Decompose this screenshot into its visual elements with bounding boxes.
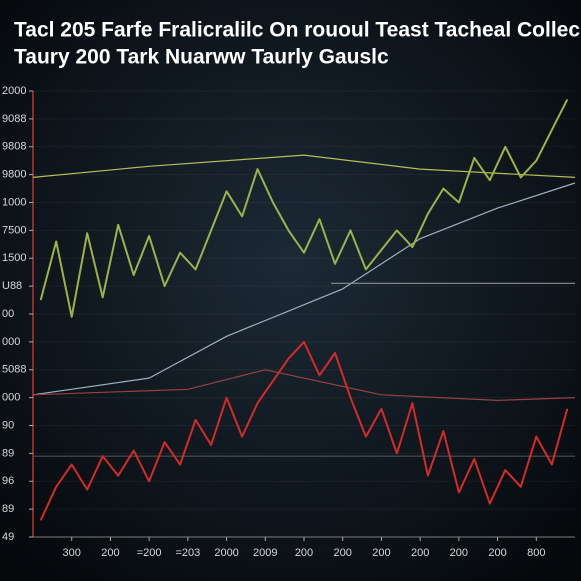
x-tick-label: 2000 [214,547,238,559]
y-tick-label: 1000 [2,196,26,208]
x-tick-label: 800 [527,547,545,559]
x-tick-label: 200 [411,547,429,559]
y-tick-label: 1500 [2,252,26,264]
x-tick-label: 200 [101,547,119,559]
y-tick-label: 9088 [2,113,26,125]
y-tick-label: 000 [2,336,20,348]
y-tick-label: 9808 [2,141,26,153]
y-tick-label: 49 [2,531,14,543]
y-tick-label: 000 [2,392,20,404]
x-tick-label: 200 [295,547,313,559]
x-tick-label: =200 [137,547,162,559]
series-line [39,340,569,521]
x-tick-label: 2009 [253,547,277,559]
x-tick-label: 200 [450,547,468,559]
y-tick-label: 00 [2,308,14,320]
y-tick-label: 9800 [2,169,26,181]
series-line [39,98,569,318]
series-line [32,182,576,396]
y-tick-label: 5088 [2,364,26,376]
chart-title: Tacl 205 Farfe Fralicralilc On rououl Te… [14,19,581,42]
series-line [32,154,576,178]
y-tick-label: 96 [2,475,14,487]
x-tick-label: 300 [63,547,81,559]
chart-subtitle: Taury 200 Tark Nuarww Taurly Gauslc [14,46,389,69]
x-tick-label: 200 [372,547,390,559]
y-tick-label: 89 [2,503,14,515]
y-tick-label: 89 [2,447,14,459]
x-tick-label: 200 [488,547,506,559]
y-tick-label: 7500 [2,224,26,236]
y-tick-label: U88 [2,280,22,292]
y-tick-label: 2000 [2,85,26,97]
series-line [32,369,576,401]
x-tick-label: 200 [334,547,352,559]
y-tick-label: 90 [2,419,14,431]
x-tick-label: =203 [175,547,200,559]
